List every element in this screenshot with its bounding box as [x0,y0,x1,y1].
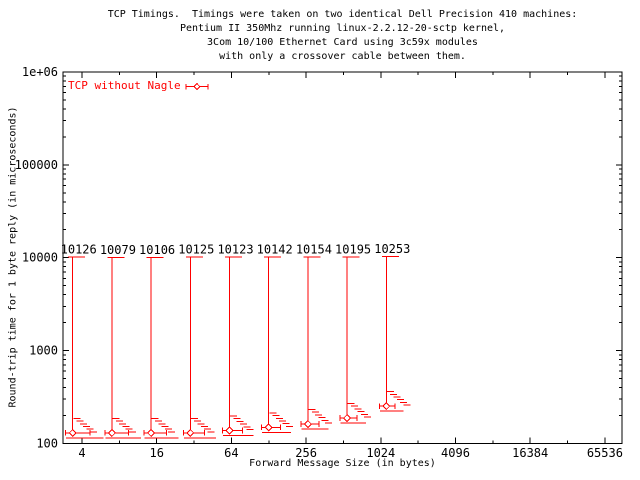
legend-sample-diamond [193,82,201,91]
point-max-label: 10126 [61,243,97,257]
point-max-label: 10106 [139,243,175,257]
y-tick-label: 100 [36,437,58,451]
x-tick-label: 256 [295,446,317,460]
chart-title-line-2: Pentium II 350Mhz running linux-2.2.12-2… [179,23,506,34]
x-tick-label: 4096 [441,446,470,460]
x-tick-label: 1024 [366,446,395,460]
point-diamond-marker [342,413,352,423]
point-diamond-marker [303,419,313,429]
point-diamond-marker [264,423,273,432]
point-max-label: 10123 [217,243,253,257]
x-tick-label: 16 [149,446,163,460]
point-max-label: 10079 [100,243,136,257]
x-axis-title: Forward Message Size (in bytes) [249,458,436,469]
chart-title-block: TCP Timings. Timings were taken on two i… [63,8,622,64]
point-diamond-marker [186,428,195,438]
y-tick-label: 1e+06 [22,65,58,79]
y-tick-label: 100000 [15,158,58,172]
x-tick-label: 65536 [587,446,623,460]
y-tick-label: 1000 [29,344,58,358]
x-tick-label: 16384 [512,446,548,460]
chart-title-line-4: with only a crossover cable between them… [219,51,466,62]
chart-title-line-1: TCP Timings. Timings were taken on two i… [107,9,578,20]
x-tick-label: 64 [224,446,238,460]
point-diamond-marker [225,426,234,435]
point-diamond-marker [68,428,77,438]
point-max-label: 10253 [374,242,410,256]
y-tick-label: 10000 [22,251,58,265]
point-max-label: 10195 [335,242,371,256]
point-diamond-marker [146,428,156,438]
point-max-label: 10125 [178,243,214,257]
point-diamond-marker [107,428,117,438]
point-max-label: 10154 [296,243,332,257]
legend-series-label: TCP without Nagle [68,79,181,92]
chart-title-line-3: 3Com 10/100 Ethernet Card using 3c59x mo… [207,37,478,48]
x-tick-label: 4 [78,446,85,460]
point-max-label: 10142 [257,243,293,257]
point-diamond-marker [382,401,391,411]
